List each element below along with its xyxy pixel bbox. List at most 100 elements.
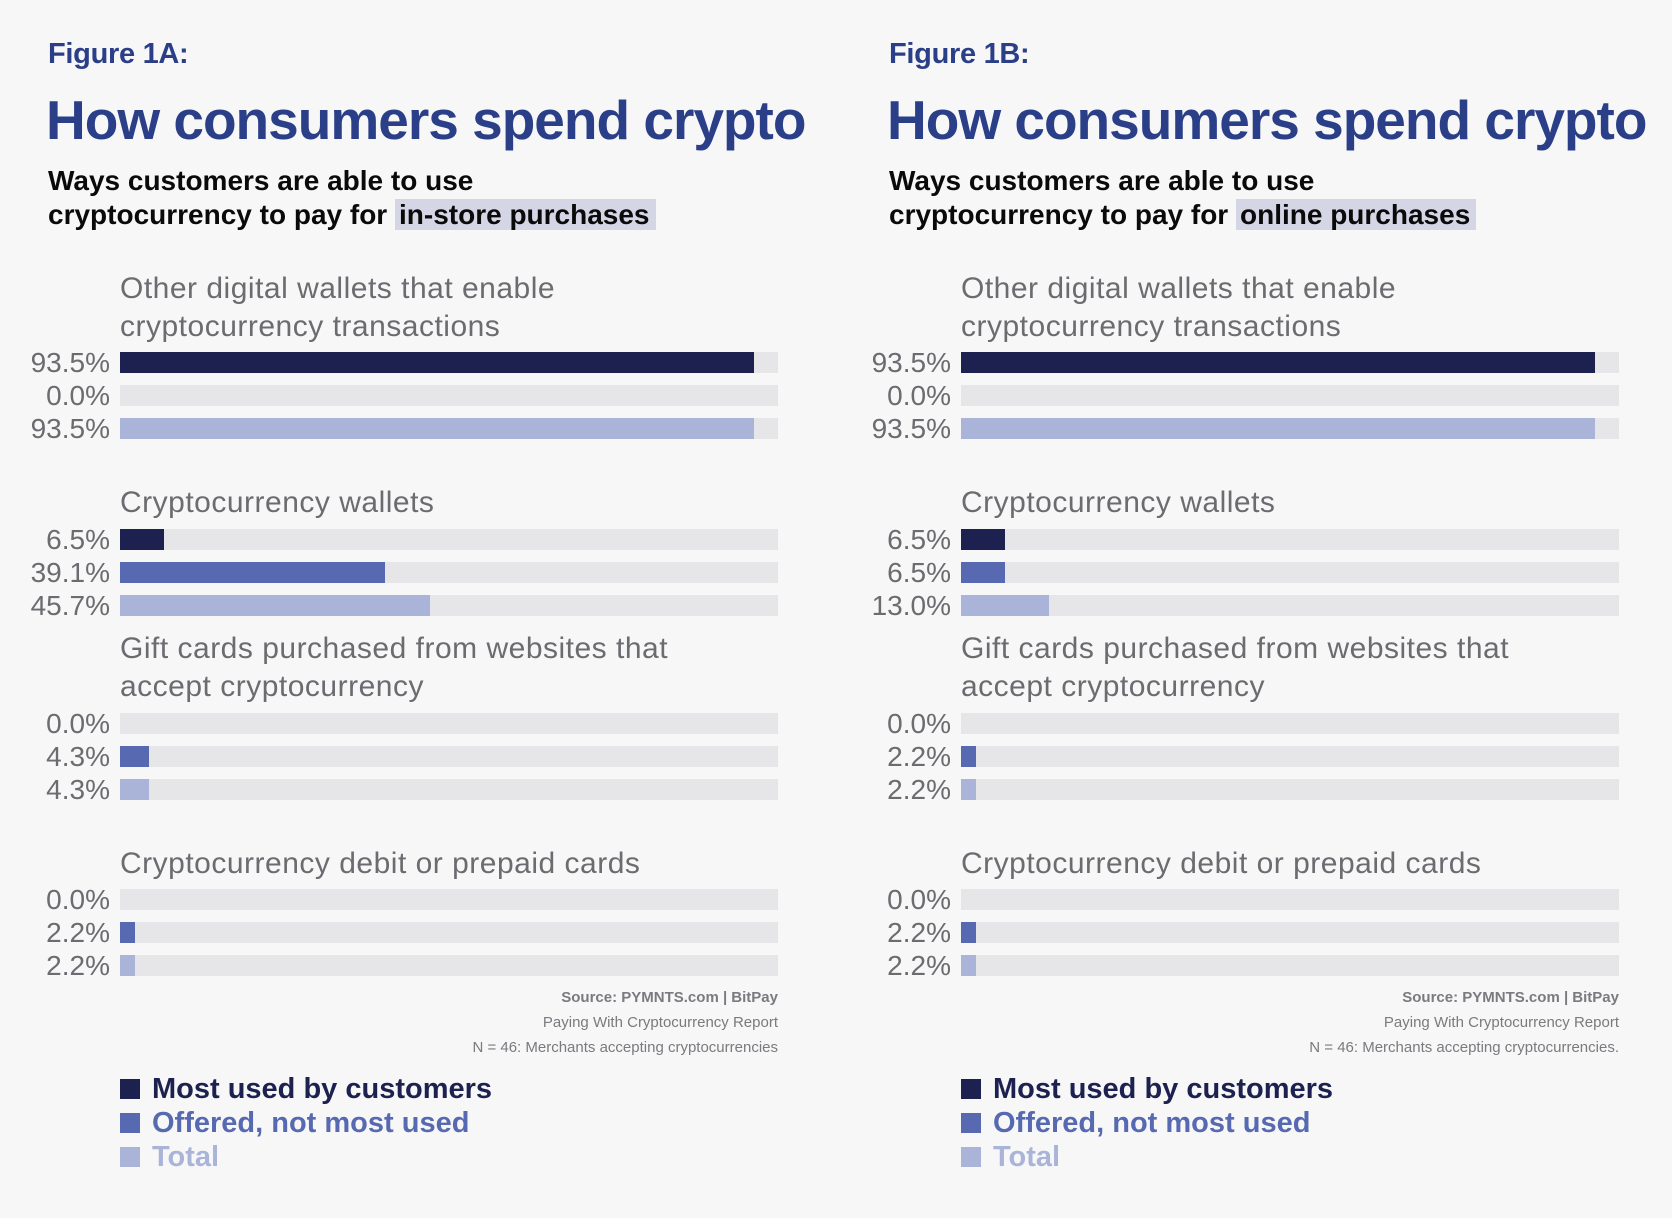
data-label: 0.0% [887, 884, 951, 915]
bar-total [120, 595, 430, 616]
legend-item: Most used by customers [961, 1072, 1333, 1106]
bar-track [120, 418, 778, 439]
bar-row: 2.2% [841, 919, 1672, 947]
source-note: Source: PYMNTS.com | BitPay Paying With … [1309, 985, 1619, 1060]
data-label: 2.2% [887, 950, 951, 981]
data-label: 39.1% [30, 557, 110, 588]
legend-label: Total [993, 1140, 1061, 1173]
legend: Most used by customers Offered, not most … [120, 1072, 492, 1174]
category-label-line: Other digital wallets that enable [961, 272, 1397, 305]
bar-track [961, 418, 1619, 439]
legend-label: Offered, not most used [993, 1106, 1311, 1139]
figure-1a-panel: Figure 1A: How consumers spend crypto Wa… [0, 38, 836, 1174]
bar-offered [961, 562, 1005, 583]
subtitle-highlight: online purchases [1235, 199, 1477, 230]
bar-row: 6.5% [841, 557, 1672, 588]
bar-total [961, 955, 976, 976]
bar-row: 2.2% [841, 774, 1672, 805]
data-label: 0.0% [887, 708, 951, 739]
bar-track [961, 779, 1619, 800]
source-note: Source: PYMNTS.com | BitPay Paying With … [472, 985, 778, 1060]
data-label: 4.3% [46, 741, 110, 772]
data-label: 13.0% [871, 590, 951, 621]
legend-label: Offered, not most used [152, 1106, 470, 1139]
chart-title: How consumers spend crypto [887, 89, 1647, 151]
data-label: 93.5% [871, 413, 951, 444]
category-label-line: cryptocurrency transactions [961, 310, 1342, 343]
category-label: Cryptocurrency wallets [961, 484, 1275, 522]
data-label: 93.5% [30, 347, 110, 378]
figure-label: Figure 1B: [889, 38, 1030, 70]
bar-offered [120, 562, 385, 583]
subtitle-line-2: cryptocurrency to pay for online purchas… [889, 198, 1477, 232]
bar-offered [120, 746, 149, 767]
chart-subtitle: Ways customers are able to use cryptocur… [48, 164, 656, 232]
report-name: Paying With Cryptocurrency Report [542, 1014, 778, 1031]
data-label: 2.2% [887, 774, 951, 805]
category-label: Cryptocurrency debit or prepaid cards [120, 845, 640, 883]
bar-offered [961, 922, 976, 943]
bar-row: 39.1% [0, 557, 836, 588]
sample-size-note: N = 46: Merchants accepting cryptocurren… [472, 1039, 778, 1056]
legend-label: Most used by customers [152, 1072, 493, 1105]
bar-total [961, 418, 1595, 439]
bar-most-used [120, 529, 164, 550]
bar-track [961, 713, 1619, 734]
bar-row: 4.3% [0, 741, 836, 772]
figure-label: Figure 1A: [48, 38, 189, 70]
bar-track [961, 595, 1619, 616]
data-label: 6.5% [887, 557, 951, 588]
category-label-line: Gift cards purchased from websites that [961, 632, 1510, 665]
legend-label: Most used by customers [993, 1072, 1334, 1105]
bar-track [961, 562, 1619, 583]
category-label-line: Cryptocurrency wallets [120, 486, 435, 519]
bar-track [961, 385, 1619, 406]
data-label: 2.2% [46, 950, 110, 981]
bar-row: 93.5% [0, 413, 836, 444]
bar-row: 2.2% [0, 950, 836, 981]
bar-track [961, 529, 1619, 550]
legend-swatch [961, 1079, 981, 1099]
bar-row: 13.0% [841, 590, 1672, 621]
legend-swatch [961, 1113, 981, 1133]
bar-row: 93.5% [0, 347, 836, 378]
subtitle-prefix: cryptocurrency to pay for [889, 199, 1236, 230]
legend-item: Offered, not most used [961, 1106, 1333, 1140]
bar-row: 6.5% [841, 524, 1672, 555]
legend-item: Total [120, 1140, 492, 1174]
bar-row: 93.5% [841, 347, 1672, 378]
category-label-line: cryptocurrency transactions [120, 310, 501, 343]
bar-row: 0.0% [841, 708, 1672, 739]
report-name: Paying With Cryptocurrency Report [1383, 1014, 1619, 1031]
category-label-line: Cryptocurrency debit or prepaid cards [120, 847, 641, 880]
bar-track [120, 713, 778, 734]
legend-item: Most used by customers [120, 1072, 492, 1106]
bar-total [961, 595, 1049, 616]
category-label-line: accept cryptocurrency [120, 670, 424, 703]
bar-row: 93.5% [841, 413, 1672, 444]
data-label: 93.5% [30, 413, 110, 444]
bar-track [961, 922, 1619, 943]
legend-swatch [120, 1147, 140, 1167]
data-label: 93.5% [871, 347, 951, 378]
subtitle-line-2: cryptocurrency to pay for in-store purch… [48, 198, 656, 232]
bar-track [961, 352, 1619, 373]
data-label: 2.2% [46, 917, 110, 948]
data-label: 6.5% [887, 524, 951, 555]
chart-subtitle: Ways customers are able to use cryptocur… [889, 164, 1477, 232]
bar-track [120, 889, 778, 910]
bar-total [120, 955, 135, 976]
category-label-line: accept cryptocurrency [961, 670, 1265, 703]
data-label: 45.7% [30, 590, 110, 621]
subtitle-line-1: Ways customers are able to use [48, 165, 474, 196]
source-line: Source: PYMNTS.com | BitPay [1402, 989, 1619, 1006]
data-label: 2.2% [887, 741, 951, 772]
bar-track [120, 922, 778, 943]
bar-row: 0.0% [0, 886, 836, 914]
bar-offered [120, 922, 135, 943]
bar-row: 6.5% [0, 526, 836, 554]
bar-row: 4.3% [0, 776, 836, 804]
bar-row: 2.2% [0, 917, 836, 948]
bar-track [120, 955, 778, 976]
bar-track [120, 746, 778, 767]
